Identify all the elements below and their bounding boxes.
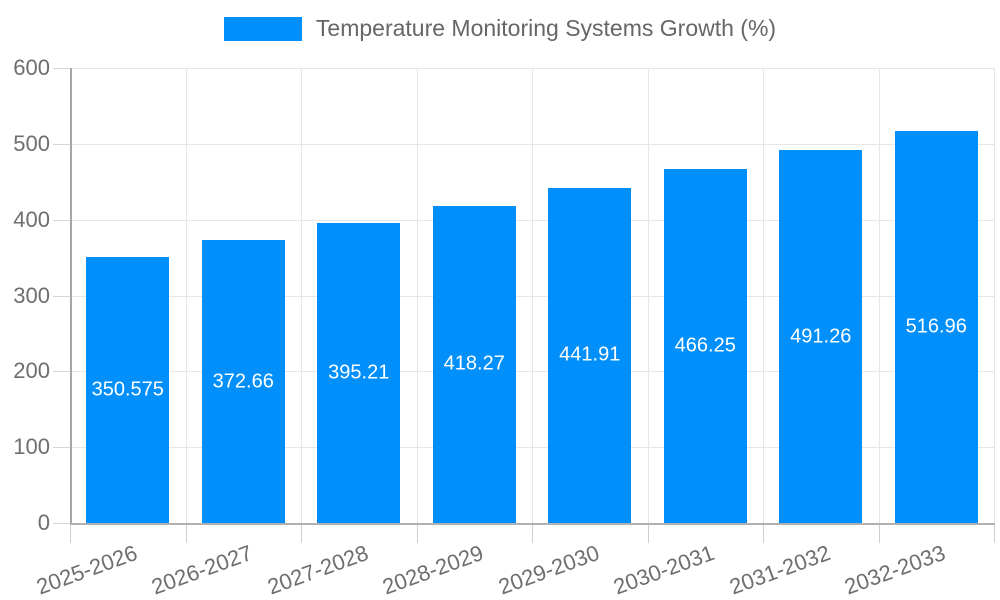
- bar-value-label: 418.27: [443, 352, 505, 375]
- bar[interactable]: [894, 130, 978, 523]
- gridline-vertical: [416, 68, 418, 523]
- bar-value-label: 350.575: [91, 378, 164, 401]
- legend-label[interactable]: Temperature Monitoring Systems Growth (%…: [315, 15, 777, 41]
- gridline-vertical: [647, 68, 649, 523]
- bar[interactable]: [663, 169, 747, 523]
- y-tick-mark: [53, 219, 70, 221]
- bar-value-label: 395.21: [328, 361, 390, 384]
- gridline-vertical: [185, 68, 187, 523]
- x-tick-mark: [301, 525, 302, 543]
- x-tick-mark: [994, 525, 995, 543]
- gridline-vertical: [301, 68, 302, 523]
- y-axis-tick-label: 300: [13, 282, 50, 308]
- x-axis-line: [70, 523, 995, 525]
- y-axis-line: [70, 68, 72, 523]
- bar-value-label: 466.25: [674, 334, 736, 357]
- bar-value-label: 516.96: [905, 315, 967, 338]
- y-tick-mark: [53, 447, 70, 449]
- x-tick-mark: [763, 525, 764, 543]
- y-axis-tick-label: 0: [37, 510, 50, 535]
- y-tick-mark: [53, 371, 70, 373]
- bar[interactable]: [201, 240, 285, 523]
- gridline-vertical: [532, 68, 533, 523]
- x-tick-mark: [647, 525, 649, 543]
- bar[interactable]: [432, 205, 516, 523]
- bar[interactable]: [317, 223, 401, 523]
- bar-value-label: 441.91: [559, 343, 621, 366]
- y-axis-tick-label: 100: [13, 434, 50, 460]
- bar-value-label: 491.26: [790, 325, 852, 348]
- x-tick-mark: [185, 525, 187, 543]
- x-tick-mark: [416, 525, 418, 543]
- chart-legend: Temperature Monitoring Systems Growth (%…: [0, 15, 1000, 42]
- x-tick-mark: [70, 525, 71, 543]
- legend-swatch-icon[interactable]: [223, 16, 302, 41]
- y-tick-mark: [53, 68, 70, 69]
- bar-value-label: 372.66: [212, 370, 274, 393]
- bar[interactable]: [548, 187, 632, 523]
- gridline-vertical: [878, 68, 880, 523]
- gridline-vertical: [994, 68, 995, 523]
- x-tick-mark: [878, 525, 880, 543]
- bar[interactable]: [779, 150, 863, 523]
- bar[interactable]: [86, 257, 170, 523]
- y-axis-tick-label: 600: [13, 55, 50, 80]
- y-axis-tick-label: 400: [13, 206, 50, 232]
- y-tick-mark: [53, 523, 70, 524]
- x-tick-mark: [532, 525, 533, 543]
- gridline-vertical: [763, 68, 764, 523]
- y-tick-mark: [53, 295, 70, 297]
- y-axis-tick-label: 500: [13, 130, 50, 156]
- y-tick-mark: [53, 143, 70, 145]
- y-axis-tick-label: 200: [13, 358, 50, 384]
